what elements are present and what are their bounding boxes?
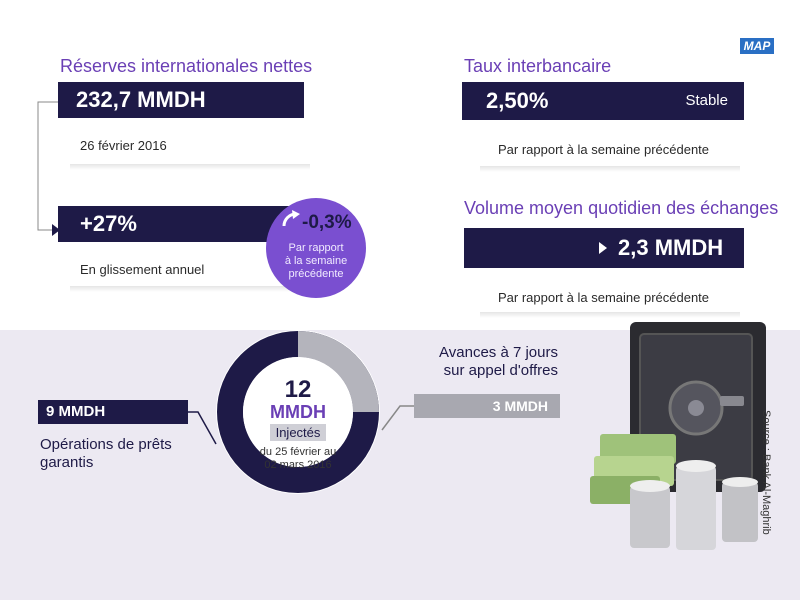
divider [480, 166, 740, 172]
advances-value: 3 MMDH [414, 394, 560, 418]
reserves-value: 232,7 MMDH [58, 82, 304, 118]
injection-period-line1: du 25 février au [259, 446, 337, 458]
injection-total-number: 12 [284, 376, 312, 403]
ring-advances-segment [217, 331, 379, 493]
trend-arrow-icon [282, 210, 300, 227]
map-logo: MAP [740, 38, 774, 54]
interbank-status: Stable [685, 92, 728, 109]
loans-label: Opérations de prêts garantis [40, 436, 172, 472]
divider [70, 164, 310, 170]
interbank-note: Par rapport à la semaine précédente [498, 142, 710, 157]
interbank-value: 2,50% [486, 88, 549, 113]
loans-label-line1: Opérations de prêts [40, 436, 172, 453]
divider [480, 312, 740, 318]
play-arrow-icon [599, 242, 607, 254]
injection-label: Injectés [269, 424, 327, 441]
advances-label-line1: Avances à 7 jours [439, 344, 558, 361]
reserves-date: 26 février 2016 [80, 138, 167, 153]
safe-illustration [590, 322, 766, 550]
weekly-change-value: -0,3% [302, 212, 352, 233]
volume-title: Volume moyen quotidien des échanges [464, 198, 779, 218]
weekly-change-label-line2: à la semaine [284, 255, 348, 267]
injection-center: 12 MMDH Injectés du 25 février au 02 mar… [248, 378, 348, 472]
volume-note: Par rapport à la semaine précédente [498, 290, 710, 305]
advances-connector [381, 405, 414, 431]
interbank-title: Taux interbancaire [464, 56, 612, 76]
coin-stack-icon [630, 460, 758, 550]
interbank-bar: 2,50% Stable [462, 82, 744, 120]
reserves-title: Réserves internationales nettes [60, 56, 313, 76]
weekly-change-label-line3: précédente [288, 268, 344, 280]
loans-label-line2: garantis [40, 454, 94, 471]
loans-connector [186, 411, 217, 445]
loans-value: 9 MMDH [38, 400, 188, 424]
volume-bar: 2,3 MMDH [464, 228, 744, 268]
advances-label-line2: sur appel d'offres [443, 362, 558, 379]
reserves-change-label: En glissement annuel [80, 262, 205, 277]
weekly-change-label-line1: Par rapport [288, 242, 344, 254]
divider [70, 286, 300, 292]
volume-value: 2,3 MMDH [618, 235, 724, 260]
advances-label: Avances à 7 jours sur appel d'offres [412, 344, 558, 380]
connector-arrow [37, 101, 60, 236]
injection-period-line2: 02 mars 2016 [264, 459, 332, 471]
weekly-change-circle: -0,3% Par rapport à la semaine précédent… [266, 198, 366, 298]
source-note: Source : Bank Al-Maghrib [760, 410, 772, 535]
injection-total-unit: MMDH [270, 402, 326, 422]
reserves-change-value: +27% [58, 206, 298, 242]
